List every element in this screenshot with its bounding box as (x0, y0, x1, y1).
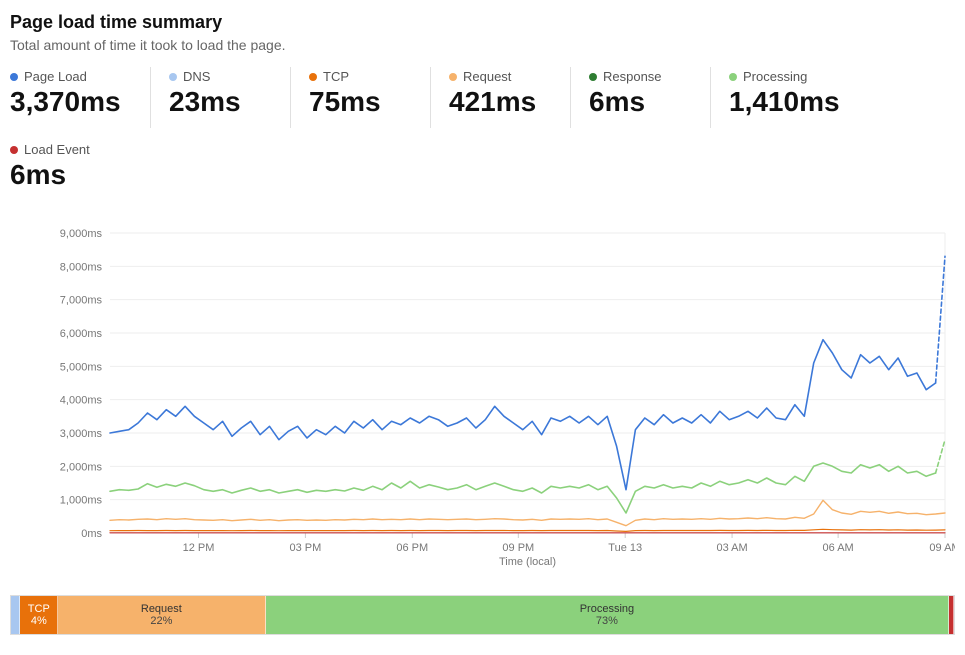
load_event-value: 6ms (10, 159, 937, 191)
svg-text:03 AM: 03 AM (716, 542, 747, 554)
svg-text:3,000ms: 3,000ms (60, 428, 103, 440)
svg-text:8,000ms: 8,000ms (60, 261, 103, 273)
page-subtitle: Total amount of time it took to load the… (10, 37, 955, 53)
breakdown-seg-label: TCP (28, 603, 50, 615)
series-request (110, 500, 945, 525)
svg-text:0ms: 0ms (81, 528, 102, 540)
series-tcp (110, 529, 945, 531)
svg-text:03 PM: 03 PM (289, 542, 321, 554)
chart-svg: 0ms 1,000ms 2,000ms 3,000ms 4,000ms 5,000ms 6,… (10, 223, 955, 568)
load_event-dot (10, 146, 18, 154)
page_load-value: 3,370ms (10, 86, 132, 118)
breakdown-seg-tcp: TCP4% (20, 596, 58, 634)
svg-text:2,000ms: 2,000ms (60, 461, 103, 473)
metric-tcp: TCP 75ms (290, 67, 430, 128)
dns-value: 23ms (169, 86, 272, 118)
series-processing (110, 463, 936, 513)
page_load-label: Page Load (24, 69, 87, 84)
breakdown-bar: TCP4%Request22%Processing73% (10, 595, 955, 635)
series-processing (936, 440, 945, 473)
dns-dot (169, 73, 177, 81)
response-value: 6ms (589, 86, 692, 118)
breakdown-seg-pct: 22% (150, 615, 172, 627)
svg-text:9,000ms: 9,000ms (60, 228, 103, 240)
response-dot (589, 73, 597, 81)
metric-processing: Processing 1,410ms (710, 67, 858, 128)
request-label: Request (463, 69, 511, 84)
svg-text:7,000ms: 7,000ms (60, 295, 103, 307)
page-title: Page load time summary (10, 12, 955, 33)
metric-request: Request 421ms (430, 67, 570, 128)
svg-text:6,000ms: 6,000ms (60, 328, 103, 340)
breakdown-seg-label: Request (141, 603, 182, 615)
breakdown-seg-request: Request22% (58, 596, 265, 634)
response-label: Response (603, 69, 662, 84)
breakdown-seg-seg0 (11, 596, 20, 634)
metric-dns: DNS 23ms (150, 67, 290, 128)
series-page-load (936, 256, 945, 383)
breakdown-seg-seg4 (949, 596, 954, 634)
svg-text:5,000ms: 5,000ms (60, 361, 103, 373)
metrics-row: Page Load 3,370ms DNS 23ms TCP 75ms Request 421… (10, 67, 955, 213)
breakdown-seg-label: Processing (580, 603, 634, 615)
svg-text:4,000ms: 4,000ms (60, 395, 103, 407)
metric-page_load: Page Load 3,370ms (10, 67, 150, 128)
request-value: 421ms (449, 86, 552, 118)
svg-text:1,000ms: 1,000ms (60, 495, 103, 507)
breakdown-seg-pct: 73% (596, 615, 618, 627)
processing-dot (729, 73, 737, 81)
svg-text:09 PM: 09 PM (502, 542, 534, 554)
processing-value: 1,410ms (729, 86, 840, 118)
breakdown-seg-pct: 4% (31, 615, 47, 627)
svg-text:06 PM: 06 PM (396, 542, 428, 554)
timeseries-chart: 0ms 1,000ms 2,000ms 3,000ms 4,000ms 5,000ms 6,… (10, 223, 955, 573)
load_event-label: Load Event (24, 142, 90, 157)
svg-text:06 AM: 06 AM (823, 542, 854, 554)
breakdown-seg-processing: Processing73% (266, 596, 950, 634)
series-page-load (110, 340, 936, 490)
tcp-label: TCP (323, 69, 349, 84)
page_load-dot (10, 73, 18, 81)
tcp-dot (309, 73, 317, 81)
tcp-value: 75ms (309, 86, 412, 118)
processing-label: Processing (743, 69, 807, 84)
svg-text:09 AM: 09 AM (929, 542, 955, 554)
svg-text:12 PM: 12 PM (183, 542, 215, 554)
svg-text:Tue 13: Tue 13 (608, 542, 642, 554)
metric-load_event: Load Event 6ms (10, 140, 955, 201)
request-dot (449, 73, 457, 81)
metric-response: Response 6ms (570, 67, 710, 128)
svg-text:Time (local): Time (local) (499, 556, 556, 568)
dns-label: DNS (183, 69, 210, 84)
